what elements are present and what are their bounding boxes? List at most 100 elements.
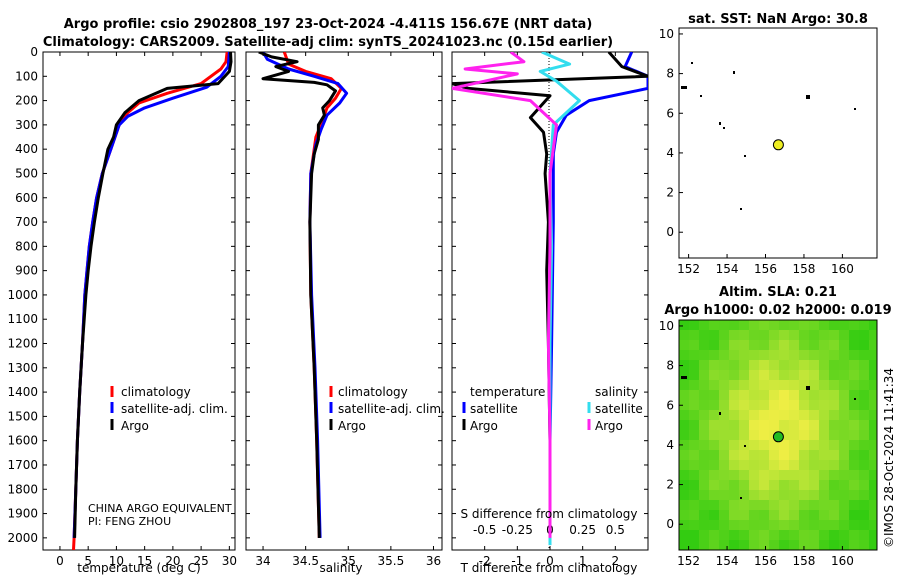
sla-map-panel: Altim. SLA: 0.21 Argo h1000: 0.02 h2000:…	[659, 285, 892, 568]
heatmap-cell	[769, 380, 779, 390]
heatmap-cell	[839, 500, 849, 510]
heatmap-cell	[859, 350, 869, 360]
heatmap-cell	[699, 450, 709, 460]
heatmap-cell	[769, 400, 779, 410]
series-line-argo	[258, 52, 337, 538]
heatmap-cell	[849, 510, 859, 520]
heatmap-cell	[869, 420, 877, 430]
heatmap-cell	[709, 460, 719, 470]
heatmap-cell	[809, 440, 819, 450]
depth-tick-label: 700	[15, 215, 38, 229]
heatmap-cell	[709, 390, 719, 400]
x-tick-label: 10	[109, 554, 124, 568]
heatmap-cell	[869, 520, 877, 530]
top-tick-label: 0.25	[569, 523, 596, 537]
y-tick-label: 0	[666, 517, 674, 531]
heatmap-cell	[729, 530, 739, 540]
heatmap-cell	[869, 480, 877, 490]
heatmap-cell	[699, 400, 709, 410]
heatmap-cell	[749, 350, 759, 360]
heatmap-cell	[799, 390, 809, 400]
argo-float-marker	[772, 431, 784, 443]
heatmap-cell	[729, 360, 739, 370]
heatmap-cell	[719, 450, 729, 460]
heatmap-cell	[779, 440, 789, 450]
top-tick-label: -0.25	[502, 523, 533, 537]
heatmap-cell	[759, 430, 769, 440]
heatmap-cell	[719, 400, 729, 410]
heatmap-cell	[689, 460, 699, 470]
heatmap-cell	[869, 330, 877, 340]
heatmap-cell	[779, 450, 789, 460]
heatmap-cell	[679, 380, 689, 390]
heatmap-cell	[839, 520, 849, 530]
title-line1: Argo profile: csio 2902808_197 23-Oct-20…	[64, 17, 593, 32]
heatmap-cell	[859, 430, 869, 440]
heatmap-cell	[729, 350, 739, 360]
heatmap-cell	[729, 430, 739, 440]
salinity-panel: 34 34.5 35 35.5 36 salinity climatology sate…	[245, 51, 445, 575]
heatmap-cell	[869, 400, 877, 410]
heatmap-cell	[849, 390, 859, 400]
heatmap-cell	[739, 350, 749, 360]
heatmap-cell	[709, 490, 719, 500]
heatmap-cell	[689, 440, 699, 450]
heatmap-cell	[699, 500, 709, 510]
heatmap-cell	[679, 540, 689, 550]
y-tick-label: 10	[659, 319, 674, 333]
heatmap-cell	[809, 430, 819, 440]
heatmap-cell	[689, 490, 699, 500]
heatmap-cell	[759, 390, 769, 400]
heatmap-cell	[689, 380, 699, 390]
heatmap-cell	[819, 370, 829, 380]
heatmap-cell	[819, 520, 829, 530]
heatmap-cell	[749, 370, 759, 380]
heatmap-cell	[779, 510, 789, 520]
heatmap-cell	[769, 500, 779, 510]
heatmap-cell	[859, 470, 869, 480]
heatmap-cell	[719, 460, 729, 470]
y-tick-label: 0	[666, 225, 674, 239]
heatmap-cell	[739, 320, 749, 330]
heatmap-cell	[819, 430, 829, 440]
heatmap-cell	[829, 500, 839, 510]
heatmap-cell	[869, 350, 877, 360]
heatmap-cell	[689, 430, 699, 440]
heatmap-cell	[769, 470, 779, 480]
heatmap-cell	[769, 460, 779, 470]
heatmap-cell	[789, 510, 799, 520]
heatmap-cell	[869, 430, 877, 440]
x-tick-label: 5	[84, 554, 92, 568]
heatmap-cell	[709, 440, 719, 450]
heatmap-cell	[799, 380, 809, 390]
heatmap-cell	[809, 410, 819, 420]
depth-tick-label: 100	[15, 69, 38, 83]
heatmap-cell	[789, 360, 799, 370]
heatmap-cell	[789, 410, 799, 420]
heatmap-cell	[789, 500, 799, 510]
x-tick-label: -2	[479, 554, 491, 568]
heatmap-cell	[799, 530, 809, 540]
heatmap-cell	[759, 370, 769, 380]
heatmap-cell	[809, 460, 819, 470]
heatmap-cell	[809, 390, 819, 400]
heatmap-cell	[799, 520, 809, 530]
heatmap-cell	[719, 320, 729, 330]
note-line1: CHINA ARGO EQUIVALENT	[88, 502, 232, 515]
heatmap-cell	[689, 420, 699, 430]
heatmap-cell	[759, 500, 769, 510]
heatmap-cell	[689, 350, 699, 360]
heatmap-cell	[679, 410, 689, 420]
legend-label-argo: Argo	[121, 419, 149, 433]
x-tick-label: 34	[255, 554, 270, 568]
heatmap-cell	[759, 480, 769, 490]
heatmap-cell	[679, 340, 689, 350]
land-speck	[744, 155, 746, 157]
x-tick-label: 152	[677, 554, 700, 568]
heatmap-cell	[719, 410, 729, 420]
heatmap-cell	[819, 440, 829, 450]
heatmap-cell	[759, 470, 769, 480]
heatmap-cell	[699, 420, 709, 430]
y-tick-label: 8	[666, 359, 674, 373]
